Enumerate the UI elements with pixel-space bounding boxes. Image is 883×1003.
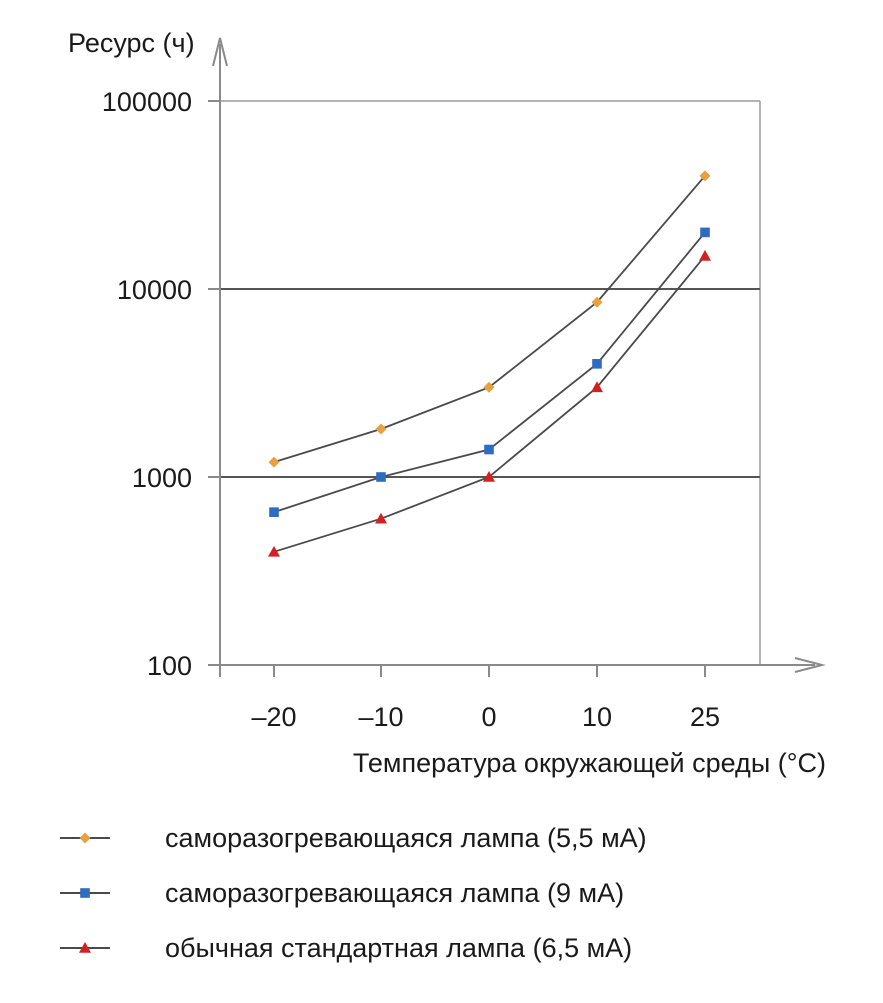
legend-marker	[80, 888, 90, 898]
x-tick-label: 10	[582, 702, 612, 732]
data-point	[591, 296, 603, 308]
data-point	[268, 456, 280, 468]
data-point	[591, 381, 603, 393]
legend-marker	[79, 832, 91, 844]
y-tick-label: 100000	[102, 87, 192, 117]
legend: саморазогревающаяся лампа (5,5 мА) самора…	[60, 823, 647, 963]
legend-label: саморазогревающаяся лампа (5,5 мА)	[165, 823, 647, 853]
data-point	[375, 512, 387, 524]
series-3	[268, 249, 711, 557]
data-point	[592, 359, 602, 369]
data-point	[376, 472, 386, 482]
legend-label: саморазогревающаяся лампа (9 мА)	[165, 878, 624, 908]
x-axis-title: Температура окружающей среды (°C)	[353, 748, 826, 778]
x-tick-label: –10	[358, 702, 403, 732]
x-axis-arrow	[794, 657, 826, 673]
y-tick-label: 1000	[132, 463, 192, 493]
data-point	[484, 444, 494, 455]
series-layer	[268, 170, 711, 557]
y-tick-label: 100	[147, 651, 192, 681]
legend-item-3: обычная стандартная лампа (6,5 мА)	[60, 933, 632, 963]
x-tick-label: 25	[690, 702, 720, 732]
data-point	[268, 545, 280, 557]
data-point	[269, 507, 279, 517]
legend-item-1: саморазогревающаяся лампа (5,5 мА)	[60, 823, 647, 853]
data-point	[483, 381, 495, 393]
series-line	[273, 175, 706, 463]
axes-layer: 100000 10000 1000 100 –20 –10 0 10 25	[102, 37, 826, 732]
series-2	[269, 227, 710, 517]
data-point	[700, 227, 710, 238]
data-point	[699, 170, 711, 182]
legend-label: обычная стандартная лампа (6,5 мА)	[165, 933, 632, 963]
y-tick-label: 10000	[117, 275, 192, 305]
series-line	[273, 231, 706, 514]
x-tick-label: –20	[251, 702, 296, 732]
y-axis-arrow	[212, 37, 228, 67]
data-point	[699, 249, 711, 261]
legend-item-2: саморазогревающаяся лампа (9 мА)	[60, 878, 624, 908]
y-axis-title: Ресурс (ч)	[68, 28, 195, 58]
series-1	[268, 170, 711, 468]
legend-marker	[79, 942, 91, 953]
x-tick-label: 0	[481, 702, 496, 732]
data-point	[375, 423, 387, 435]
data-point	[483, 471, 495, 482]
series-line	[273, 255, 706, 553]
